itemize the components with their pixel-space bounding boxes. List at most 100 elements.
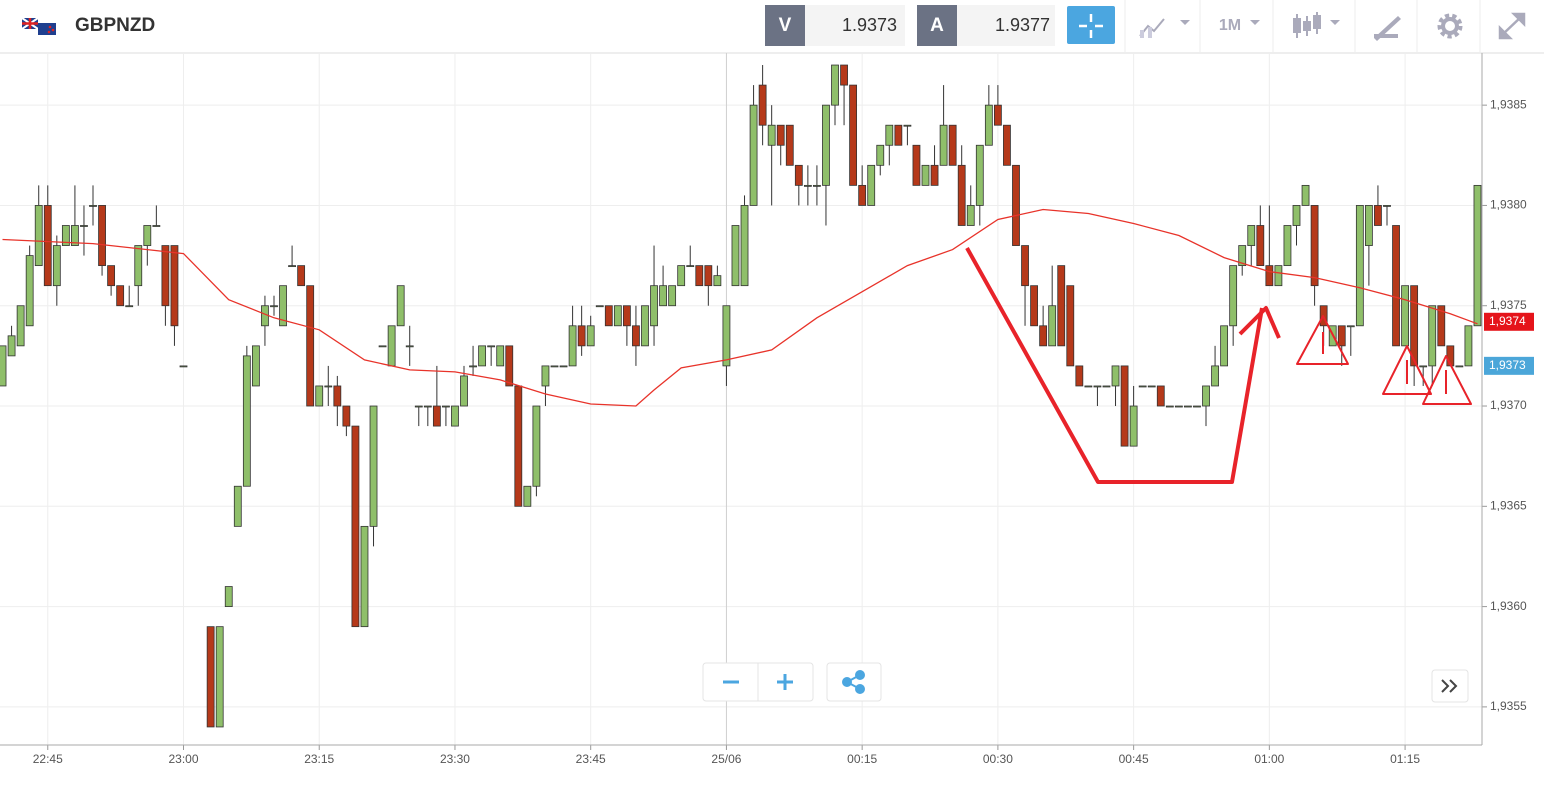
candle-body	[1292, 205, 1301, 226]
candle-body	[613, 305, 622, 327]
x-tick-label: 23:00	[168, 752, 198, 766]
y-tick-label: 1,9370	[1490, 398, 1527, 412]
settings-button[interactable]	[1437, 13, 1463, 39]
y-tick-label: 1,9375	[1490, 298, 1527, 312]
candle-body	[1184, 405, 1192, 408]
candle-body	[442, 405, 450, 408]
timeframe-button[interactable]: 1M	[1219, 17, 1241, 34]
candle-body	[460, 375, 468, 407]
candle-body	[1346, 325, 1355, 328]
candle-body	[1256, 225, 1265, 267]
candle-body	[324, 385, 333, 388]
moving-average	[2, 208, 1478, 407]
candle-body	[1012, 164, 1020, 246]
candle-body	[0, 345, 7, 387]
candle-body	[333, 385, 342, 407]
fullscreen-button[interactable]	[1498, 12, 1526, 40]
candle-body	[1021, 245, 1029, 287]
candle-body	[1093, 385, 1102, 388]
candle-body	[767, 124, 776, 146]
candle-body	[858, 184, 867, 206]
scroll-end-button[interactable]	[1441, 679, 1458, 693]
ask-badge	[917, 5, 957, 46]
candle-body	[1156, 385, 1165, 407]
draw-tools-button[interactable]	[1374, 16, 1401, 41]
flag-icon	[21, 17, 56, 35]
candle-body	[378, 345, 387, 348]
zoom-controls	[702, 662, 1469, 703]
candle-body	[125, 305, 134, 308]
candle-body	[650, 285, 658, 327]
candle-body	[1165, 405, 1174, 408]
candle-body	[297, 265, 306, 287]
candle-body	[813, 184, 821, 187]
annotations	[965, 247, 1472, 484]
candle-body	[34, 205, 43, 267]
candle-body	[306, 285, 315, 407]
bid-box	[805, 5, 905, 46]
candle-body	[903, 124, 912, 127]
candle-body	[822, 104, 830, 186]
bid-price: 1.9373	[842, 15, 897, 35]
candle-body	[1229, 265, 1238, 327]
candle-body	[423, 405, 432, 408]
toolbar: GBPNZD V 1.9373 A 1.9377 1M	[0, 0, 1544, 54]
candle-body	[1138, 385, 1147, 388]
candle-body	[776, 124, 785, 146]
candle-body	[351, 425, 360, 628]
candle-body	[722, 305, 731, 367]
candle-body	[1419, 365, 1428, 368]
candle-style-button[interactable]	[1293, 12, 1340, 38]
candle-body	[98, 205, 106, 267]
chart-type-button[interactable]	[1139, 18, 1190, 38]
candle-body	[61, 225, 70, 246]
candle-body	[1202, 385, 1210, 407]
candle-body	[1039, 325, 1048, 347]
candle-body	[1473, 184, 1482, 327]
candle-body	[876, 144, 885, 166]
candle-body	[1147, 385, 1156, 388]
candle-body	[1383, 205, 1391, 207]
annotation-arrow	[1238, 306, 1281, 339]
candle-body	[803, 184, 812, 187]
candle-body	[668, 285, 677, 307]
annotation-path	[965, 247, 1264, 484]
candle-body	[867, 164, 876, 206]
candle-body	[1075, 365, 1084, 387]
ask-box	[957, 5, 1055, 46]
candle-body	[577, 325, 586, 347]
candle-body	[107, 265, 116, 287]
candle-body	[25, 255, 34, 327]
bid-badge	[765, 5, 805, 46]
x-tick-label: 22:45	[33, 752, 63, 766]
candle-body	[622, 305, 631, 327]
zoom-in-button[interactable]	[777, 674, 793, 690]
candle-body	[912, 144, 921, 186]
candle-body	[1084, 385, 1093, 388]
candle-body	[731, 225, 740, 287]
crosshair-button[interactable]	[1067, 6, 1115, 44]
x-tick-label: 00:30	[983, 752, 1013, 766]
x-tick-label: 23:30	[440, 752, 470, 766]
candle-body	[1401, 285, 1409, 347]
candle-body	[342, 405, 351, 427]
candle-body	[43, 205, 52, 287]
candle-body	[161, 245, 170, 307]
x-tick-label: 23:45	[576, 752, 606, 766]
candle-body	[930, 164, 939, 186]
candle-body	[541, 365, 550, 387]
candle-body	[894, 124, 903, 146]
candle-body	[369, 405, 378, 527]
share-button[interactable]	[842, 670, 865, 694]
candle-body	[984, 104, 993, 146]
candle-body	[695, 265, 704, 287]
candle-body	[1174, 405, 1183, 408]
candle-body	[740, 205, 749, 287]
candle-body	[1410, 285, 1419, 367]
x-tick-label: 00:15	[847, 752, 877, 766]
candle-body	[939, 124, 948, 166]
candle-body	[505, 345, 514, 387]
candle-body	[1428, 305, 1437, 367]
candle-body	[559, 365, 568, 368]
candle-body	[831, 64, 839, 106]
